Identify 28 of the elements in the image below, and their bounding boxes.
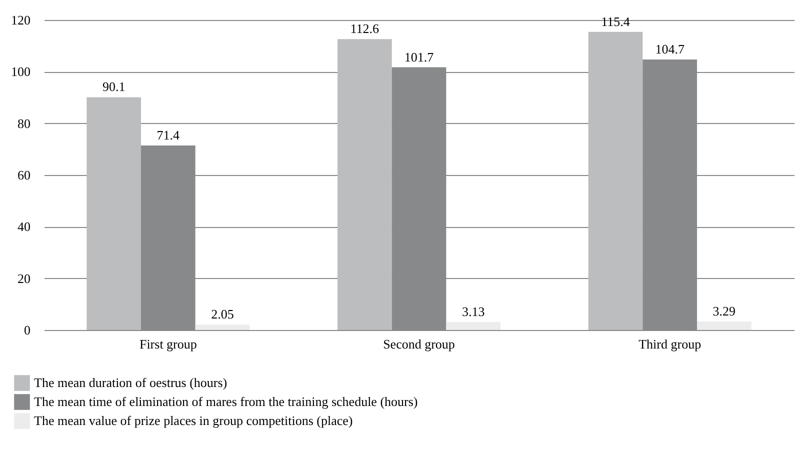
y-tick-label: 80 <box>18 116 30 131</box>
legend-label: The mean value of prize places in group competitions (place) <box>34 413 353 428</box>
data-label: 90.1 <box>102 79 126 94</box>
y-tick-label: 120 <box>11 12 30 28</box>
bar <box>337 39 392 330</box>
data-label: 115.4 <box>601 14 630 29</box>
x-tick-label: Third group <box>638 336 702 352</box>
legend-label: The mean duration of oestrus (hours) <box>34 375 228 390</box>
x-tick-label: First group <box>139 336 197 352</box>
y-tick-label: 60 <box>18 168 30 182</box>
bar <box>588 32 643 330</box>
x-tick-label: Second group <box>383 336 455 352</box>
data-label: 2.05 <box>211 306 234 322</box>
legend-label: The mean time of elimination of mares from the training schedule (hours) <box>34 394 418 409</box>
data-label: 3.29 <box>712 304 736 318</box>
bar <box>86 97 141 330</box>
y-tick-label: 20 <box>18 270 30 286</box>
y-tick-label: 0 <box>24 322 30 338</box>
data-label: 104.7 <box>655 42 685 57</box>
bar <box>697 322 752 330</box>
bar <box>446 322 501 330</box>
y-tick-label: 100 <box>11 64 30 80</box>
data-label: 71.4 <box>156 128 180 143</box>
data-label: 101.7 <box>404 49 434 64</box>
bar <box>195 324 250 330</box>
data-label: 112.6 <box>350 21 380 36</box>
data-label: 3.13 <box>462 304 485 319</box>
y-tick-label: 40 <box>18 219 30 234</box>
